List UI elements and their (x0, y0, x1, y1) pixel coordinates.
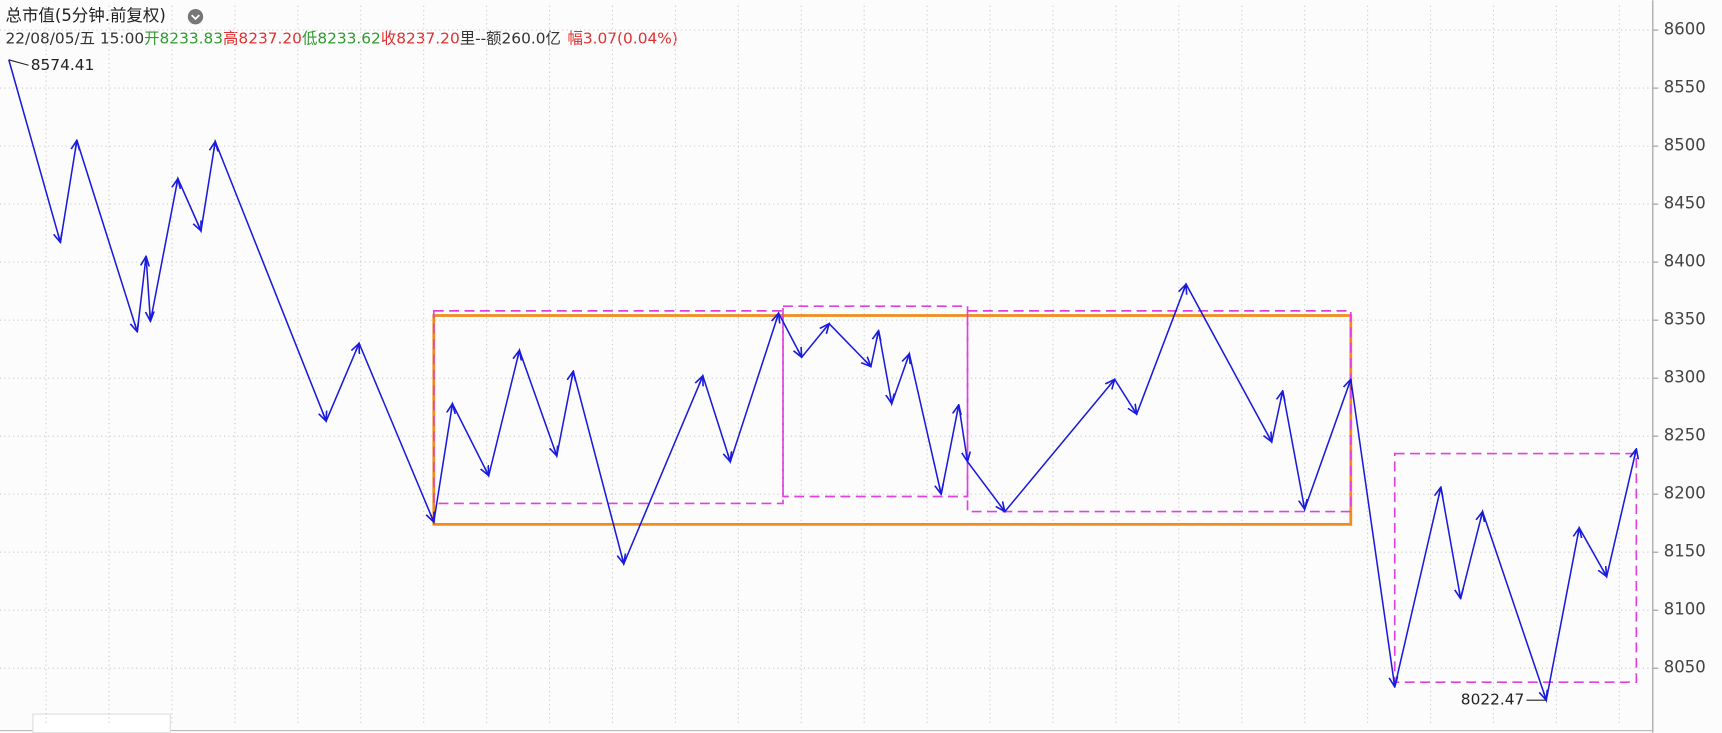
info-field: 22/08/05/五 15:00 (5, 29, 144, 47)
y-tick-label: 8300 (1664, 368, 1706, 387)
zigzag-arrow (890, 395, 892, 404)
zigzag-arrow (430, 514, 433, 522)
zigzag-arrow (1439, 487, 1441, 496)
annotation-arrow (8, 59, 29, 66)
zigzag-arrow (1303, 501, 1305, 510)
y-tick-label: 8050 (1664, 658, 1706, 677)
zigzag-line (8, 59, 1638, 704)
zigzag-arrow (1578, 528, 1580, 537)
info-field: 8233.62 (317, 29, 381, 47)
zigzag-arrow (517, 350, 519, 359)
zigzag-arrow (1602, 569, 1606, 577)
zigzag-arrow (699, 376, 702, 384)
zigzag-arrow (957, 405, 959, 414)
info-field: 8237.20 (238, 29, 302, 47)
zigzag-arrow (451, 404, 452, 413)
zigzag-arrow (1268, 434, 1272, 442)
zigzag-arrow (1183, 284, 1186, 292)
zigzag-arrow (776, 313, 779, 321)
zigzag-arrow (572, 371, 574, 380)
y-tick-label: 8150 (1664, 542, 1706, 561)
info-field: 额260.0亿 (486, 29, 561, 47)
info-field: 低 (302, 29, 317, 47)
zigzag-arrow (323, 413, 326, 421)
info-field: 里-- (460, 29, 486, 47)
y-tick-label: 8450 (1664, 194, 1706, 213)
zigzag-arrow (197, 223, 201, 231)
y-tick-label: 8200 (1664, 484, 1706, 503)
info-field: 幅 (567, 29, 582, 47)
chart-title: 总市值(5分钟.前复权) (5, 6, 165, 25)
annotation-label: 8574.41 (31, 56, 95, 74)
zigzag-arrow (906, 354, 909, 362)
zigzag-arrow (554, 448, 557, 456)
range-box (966, 310, 1352, 513)
zigzag-arrow (1281, 391, 1283, 400)
zigzag-arrow (150, 313, 151, 322)
info-field: 8237.20 (396, 29, 460, 47)
zigzag-arrow (1459, 590, 1461, 599)
info-field: 8233.83 (160, 29, 224, 47)
y-tick-label: 8100 (1664, 600, 1706, 619)
zigzag-arrow (145, 256, 146, 265)
info-field: 收 (381, 29, 396, 47)
zigzag-arrow (1393, 678, 1394, 687)
zigzag-arrow (75, 140, 76, 149)
zigzag-arrow (176, 179, 178, 188)
y-tick-label: 8250 (1664, 426, 1706, 445)
zigzag-arrow (485, 468, 489, 476)
zigzag-arrow (798, 349, 802, 357)
zigzag-arrow (1109, 379, 1115, 386)
y-tick-label: 8350 (1664, 310, 1706, 329)
zigzag-arrow (58, 234, 60, 242)
zigzag-arrow (622, 555, 624, 563)
info-field: 开 (144, 29, 159, 47)
zigzag-arrow (824, 324, 830, 331)
y-tick-label: 8600 (1664, 20, 1706, 39)
zigzag-arrow (966, 453, 967, 462)
zigzag-arrow (1634, 449, 1636, 458)
range-box (1393, 452, 1638, 683)
zigzag-arrow (1348, 379, 1351, 387)
y-tick-label: 8550 (1664, 78, 1706, 97)
zigzag-arrow (356, 343, 359, 351)
zigzag-arrow (135, 323, 138, 331)
info-field: 高 (223, 29, 238, 47)
zigzag-arrow (728, 453, 731, 461)
scrollbar[interactable] (32, 713, 171, 733)
zigzag-arrow (214, 141, 215, 150)
options-button[interactable] (187, 9, 204, 25)
zigzag-arrow (1480, 512, 1482, 521)
info-line: 22/08/05/五 15:00开8233.83高8237.20低8233.62… (5, 29, 677, 47)
zigzag-arrow (1543, 692, 1546, 700)
zigzag-arrow (865, 360, 871, 366)
info-field: 3.07(0.04%) (583, 29, 678, 47)
zigzag-arrow (877, 331, 879, 340)
annotation-label: 8022.47 (1461, 691, 1525, 709)
zigzag-arrow (1000, 505, 1005, 512)
y-tick-label: 8500 (1664, 136, 1706, 155)
zigzag-arrow (939, 486, 941, 495)
zigzag-arrow (1132, 407, 1137, 414)
y-tick-label: 8400 (1664, 252, 1706, 271)
